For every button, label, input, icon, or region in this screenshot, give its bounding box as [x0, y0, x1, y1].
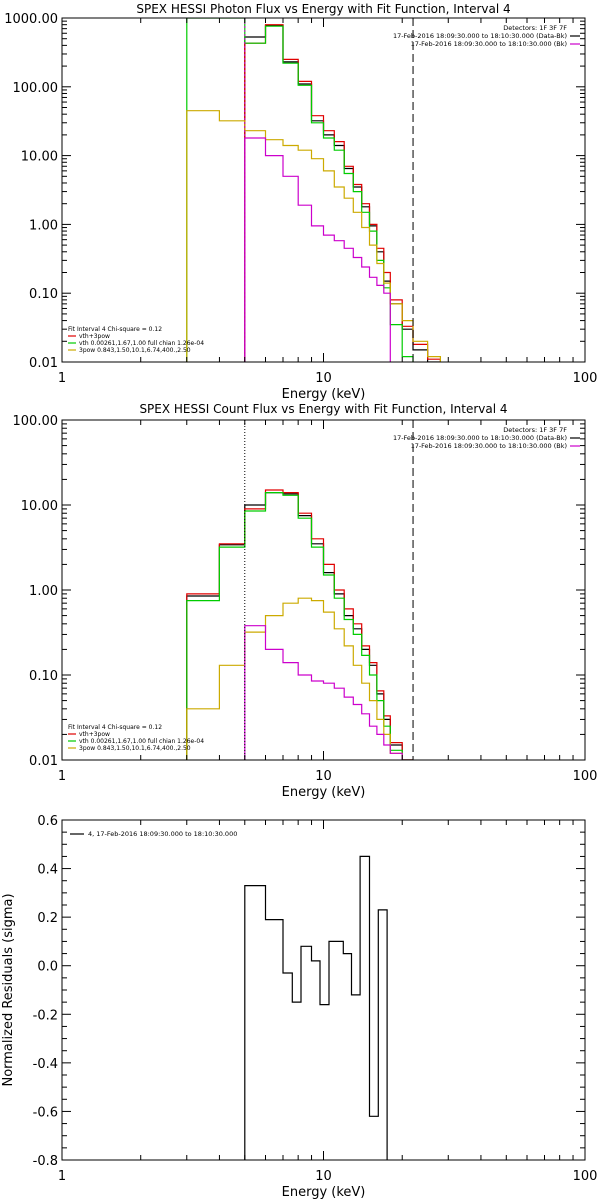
- x-tick-label: 10: [315, 1169, 332, 1184]
- y-tick-label: 10.00: [21, 499, 58, 514]
- y-tick-label: 100.00: [13, 81, 59, 96]
- legend-bottom-left: Fit Interval 4 Chi-square = 0.12vth+3pow…: [68, 326, 204, 354]
- y-tick-label: 1.00: [29, 584, 58, 599]
- y-axis: 0.01 0.10 1.00 10.00 100.00: [13, 414, 585, 769]
- legend-text: 17-Feb-2016 18:09:30.000 to 18:10:30.000…: [393, 32, 567, 40]
- y-axis: -0.8 -0.6 -0.4 -0.2 0.0 0.2 0.4 0.6 Normalized R…: [1, 814, 585, 1169]
- chart-title: SPEX HESSI Photon Flux vs Energy with Fi…: [136, 2, 510, 16]
- chart-panel-3: 1 10 100 Energy (keV) -0.8 -0.6 -0.4 -0.2 0.0 0.2…: [1, 814, 597, 1200]
- legend-text: 3pow 0.843,1.50,10.1,6.74,400.,2.50: [79, 347, 191, 354]
- x-tick-label: 1: [58, 371, 66, 386]
- x-tick-label: 100: [573, 1169, 598, 1184]
- y-tick-label: 0.01: [29, 356, 58, 371]
- y-tick-label: 0.10: [29, 669, 58, 684]
- data-series-4: [186, 597, 413, 760]
- data-series-4: [186, 110, 441, 362]
- x-tick-label: 1: [58, 1169, 66, 1184]
- legend-top-left: 4, 17-Feb-2016 18:09:30.000 to 18:10:30.…: [70, 830, 237, 838]
- plot-frame: [61, 17, 586, 363]
- x-axis-label: Energy (keV): [282, 785, 366, 800]
- x-tick-label: 10: [315, 769, 332, 784]
- legend-text: Detectors: 1F 3F 7F: [503, 426, 567, 434]
- y-tick-label: -0.4: [33, 1057, 58, 1072]
- legend-text: vth 0.00261,1.67,1.00 full chian 1.26e-0…: [79, 340, 204, 347]
- y-tick-label: -0.8: [33, 1154, 58, 1169]
- data-series-5: [244, 137, 391, 362]
- legend-text: Fit Interval 4 Chi-square = 0.12: [68, 326, 162, 333]
- y-axis-label: Normalized Residuals (sigma): [1, 893, 16, 1086]
- y-tick-label: 1.00: [29, 218, 58, 233]
- y-tick-label: 0.4: [37, 863, 58, 878]
- legend-text: Fit Interval 4 Chi-square = 0.12: [68, 724, 162, 731]
- legend-text: 17-Feb-2016 18:09:30.000 to 18:10:30.000…: [411, 40, 567, 48]
- x-axis-label: Energy (keV): [282, 1185, 366, 1200]
- series-group: [186, 489, 413, 760]
- x-axis: 1 10 100 Energy (keV): [58, 420, 598, 800]
- x-tick-label: 100: [573, 769, 598, 784]
- data-series-1: [244, 24, 441, 362]
- chart-panel-2: SPEX HESSI Count Flux vs Energy with Fit…: [13, 402, 598, 800]
- y-tick-label: -0.2: [33, 1008, 58, 1023]
- x-axis-label: Energy (keV): [282, 387, 366, 402]
- y-tick-label: 100.00: [13, 414, 59, 429]
- x-tick-label: 10: [315, 371, 332, 386]
- data-series-2: [244, 24, 441, 362]
- y-tick-label: 0.2: [37, 911, 58, 926]
- legend-text: 17-Feb-2016 18:09:30.000 to 18:10:30.000…: [411, 442, 567, 450]
- x-axis: 1 10 100 Energy (keV): [58, 18, 598, 402]
- legend-text: 3pow 0.843,1.50,10.1,6.74,400.,2.50: [79, 745, 191, 752]
- y-tick-label: 10.00: [21, 150, 58, 165]
- plot-frame: [61, 819, 586, 1161]
- legend-text: vth+3pow: [79, 333, 110, 340]
- y-tick-label: 1000.00: [4, 12, 58, 27]
- data-series-3: [186, 18, 414, 362]
- chart-title: SPEX HESSI Count Flux vs Energy with Fit…: [139, 402, 507, 416]
- chart-panel-1: SPEX HESSI Photon Flux vs Energy with Fi…: [4, 2, 597, 402]
- series-group: [244, 855, 388, 1160]
- x-tick-label: 1: [58, 769, 66, 784]
- data-series-3: [186, 492, 413, 760]
- data-series-5: [244, 625, 413, 760]
- y-axis: 0.01 0.10 1.00 10.00 100.00 1000.00: [4, 12, 585, 371]
- y-tick-label: 0.6: [37, 814, 58, 829]
- x-axis: 1 10 100 Energy (keV): [58, 820, 598, 1200]
- y-tick-label: 0.0: [37, 960, 58, 975]
- x-tick-label: 100: [573, 371, 598, 386]
- legend-text: Detectors: 1F 3F 7F: [503, 24, 567, 32]
- legend-text: 4, 17-Feb-2016 18:09:30.000 to 18:10:30.…: [88, 830, 237, 838]
- legend-text: 17-Feb-2016 18:09:30.000 to 18:10:30.000…: [393, 434, 567, 442]
- data-series-1: [244, 855, 388, 1160]
- y-tick-label: -0.6: [33, 1105, 58, 1120]
- legend-bottom-left: Fit Interval 4 Chi-square = 0.12vth+3pow…: [68, 724, 204, 752]
- legend-text: vth+3pow: [79, 731, 110, 738]
- y-tick-label: 0.10: [29, 287, 58, 302]
- plot-frame: [61, 419, 586, 761]
- legend-text: vth 0.00261,1.67,1.00 full chian 1.26e-0…: [79, 738, 204, 745]
- y-tick-label: 0.01: [29, 754, 58, 769]
- series-group: [186, 18, 441, 362]
